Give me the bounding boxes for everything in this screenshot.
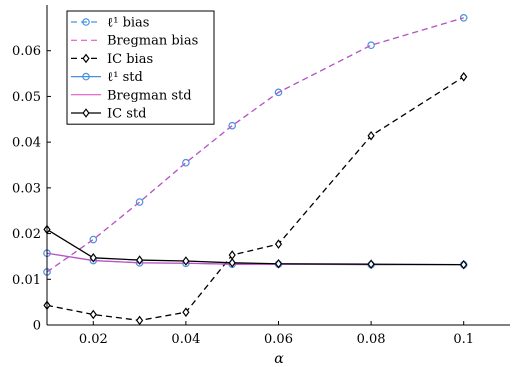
legend-item: ℓ¹ std bbox=[71, 70, 143, 85]
legend-label: Bregman bias bbox=[107, 34, 198, 49]
y-tick-label: 0.04 bbox=[12, 136, 41, 151]
legend: ℓ¹ bias Bregman bias IC bias ℓ¹ std Bregman … bbox=[66, 10, 215, 125]
data-point bbox=[135, 198, 144, 206]
legend-item: IC bias bbox=[71, 52, 153, 67]
legend-box bbox=[66, 10, 215, 125]
data-point bbox=[89, 309, 97, 320]
data-point bbox=[367, 259, 375, 269]
legend-marker bbox=[82, 72, 90, 81]
plot-area bbox=[43, 13, 468, 326]
data-point bbox=[182, 307, 190, 317]
legend-item: Bregman bias bbox=[71, 34, 198, 49]
data-point bbox=[89, 253, 97, 263]
data-point bbox=[89, 235, 98, 244]
data-point bbox=[274, 239, 283, 249]
x-tick-label: 0.04 bbox=[171, 332, 200, 347]
legend-marker bbox=[82, 108, 90, 118]
legend-label: ℓ¹ std bbox=[107, 70, 143, 85]
legend-label: Bregman std bbox=[107, 88, 192, 103]
data-point bbox=[135, 255, 144, 265]
series-5 bbox=[43, 224, 468, 270]
series-line bbox=[46, 76, 465, 322]
y-tick-label: 0 bbox=[33, 319, 41, 334]
x-tick-label: 0.1 bbox=[453, 332, 474, 347]
x-tick-label: 0.08 bbox=[357, 332, 386, 347]
legend-marker bbox=[82, 18, 90, 26]
y-tick-label: 0.03 bbox=[12, 181, 41, 196]
legend-marker bbox=[82, 53, 90, 64]
series-2 bbox=[43, 71, 468, 326]
data-point bbox=[460, 259, 468, 270]
legend-label: IC std bbox=[107, 107, 146, 122]
data-point bbox=[228, 258, 236, 268]
x-axis-label: α bbox=[274, 351, 284, 367]
data-point bbox=[274, 88, 283, 97]
legend-label: ℓ¹ bias bbox=[107, 16, 149, 31]
x-tick-label: 0.06 bbox=[264, 332, 293, 347]
y-tick-label: 0.01 bbox=[12, 273, 41, 288]
data-point bbox=[135, 315, 144, 326]
x-tick-label: 0.02 bbox=[79, 332, 108, 347]
data-point bbox=[182, 158, 190, 167]
legend-label: IC bias bbox=[107, 52, 153, 67]
data-point bbox=[367, 41, 375, 50]
data-point bbox=[367, 130, 375, 141]
y-tick-label: 0.02 bbox=[12, 227, 41, 242]
legend-item: IC std bbox=[71, 107, 146, 122]
data-point bbox=[182, 256, 190, 266]
data-point bbox=[459, 13, 468, 22]
y-tick-label: 0.05 bbox=[12, 90, 41, 105]
legend-item: ℓ¹ bias bbox=[71, 16, 149, 31]
data-point bbox=[228, 121, 237, 130]
data-point bbox=[460, 71, 468, 82]
y-tick-label: 0.06 bbox=[12, 44, 41, 59]
series-line bbox=[46, 228, 464, 266]
axes: 0 0.01 0.02 0.03 0.04 0.05 0.06 0.02 0.04 0.06 0.0… bbox=[12, 5, 510, 347]
legend-item: Bregman std bbox=[71, 88, 192, 103]
data-point bbox=[274, 258, 283, 269]
